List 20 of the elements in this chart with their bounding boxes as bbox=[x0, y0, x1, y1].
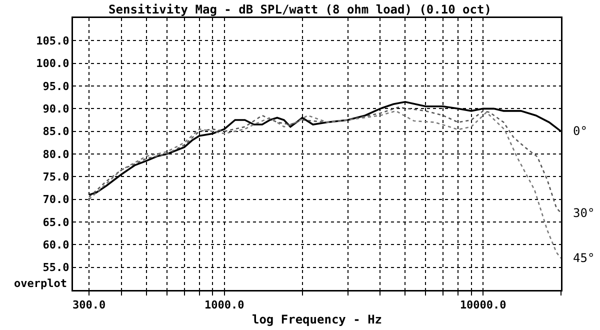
series-label: 45° bbox=[573, 251, 595, 265]
y-tick-label: 60.0 bbox=[42, 238, 70, 252]
series-label: 0° bbox=[573, 124, 588, 138]
text: overplot bbox=[14, 277, 67, 290]
y-tick-label: 75.0 bbox=[42, 170, 70, 184]
y-tick-label: 90.0 bbox=[42, 102, 70, 116]
y-tick-label: 85.0 bbox=[42, 125, 70, 138]
y-tick-label: 55.0 bbox=[42, 261, 70, 274]
chart-title: Sensitivity Mag - dB SPL/watt (8 ohm load) (0.10 oct) bbox=[108, 2, 492, 16]
y-tick-label: 70.0 bbox=[42, 193, 70, 206]
x-tick-label: 1000.0 bbox=[204, 298, 244, 312]
x-axis-title: log Frequency - Hz bbox=[252, 312, 382, 326]
x-tick-label: 300.0 bbox=[72, 298, 106, 312]
y-tick-label: 95.0 bbox=[42, 80, 70, 93]
series-label: 30° bbox=[573, 206, 595, 220]
y-tick-label: 65.0 bbox=[42, 216, 70, 229]
y-tick-label: 105.0 bbox=[36, 34, 70, 48]
x-tick-label: 10000.0 bbox=[460, 298, 506, 312]
y-tick-label: 100.0 bbox=[36, 57, 70, 70]
y-tick-label: 80.0 bbox=[42, 148, 70, 161]
